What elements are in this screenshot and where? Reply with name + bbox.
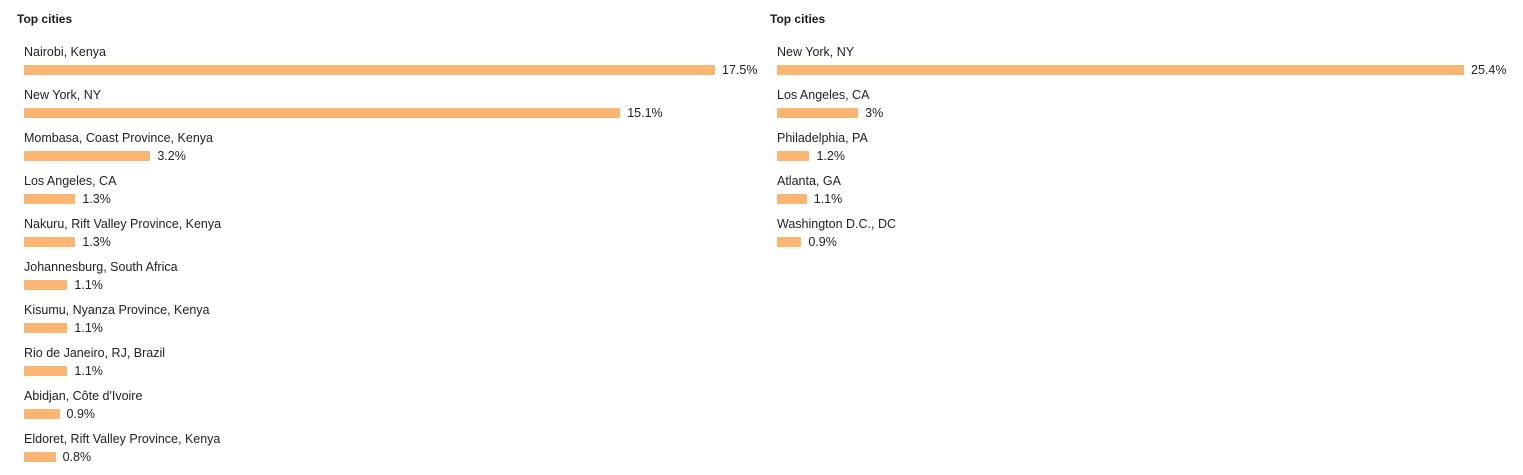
bar (777, 194, 807, 204)
bar-label: Philadelphia, PA (777, 131, 868, 145)
bar-value-label: 3% (865, 106, 884, 120)
bar-value-label: 1.1% (74, 321, 103, 335)
bar-value-label: 25.4% (1471, 63, 1507, 77)
bar-row: New York, NY 15.1% (24, 88, 762, 131)
bar-row: New York, NY 25.4% (777, 45, 1515, 88)
bar-row: Washington D.C., DC 0.9% (777, 217, 1515, 260)
bar-row: Atlanta, GA 1.1% (777, 174, 1515, 217)
bar-list: New York, NY 25.4% Los Angeles, CA 3% Philad… (777, 45, 1515, 260)
bar (24, 323, 68, 333)
bar-label: Washington D.C., DC (777, 217, 897, 231)
bar-value-label: 1.3% (82, 235, 111, 249)
bar-label: New York, NY (24, 88, 102, 102)
bar-label: Los Angeles, CA (24, 174, 117, 188)
bar-value-label: 15.1% (627, 106, 663, 120)
bar-label: New York, NY (777, 45, 855, 59)
bar-row: Abidjan, Côte d'Ivoire 0.9% (24, 389, 762, 432)
bar-row: Philadelphia, PA 1.2% (777, 131, 1515, 174)
bar (24, 452, 56, 462)
bar-value-label: 0.9% (66, 407, 96, 421)
bar (777, 108, 859, 118)
bar (24, 194, 76, 204)
panel-title: Top cities (17, 12, 73, 26)
bar-row: Rio de Janeiro, RJ, Brazil 1.1% (24, 346, 762, 389)
bar-label: Eldoret, Rift Valley Province, Kenya (24, 432, 221, 446)
bar (24, 280, 68, 290)
bar-list: Nairobi, Kenya 17.5% New York, NY 15.1% Momb… (24, 45, 762, 475)
bar-label: Mombasa, Coast Province, Kenya (24, 131, 213, 145)
bar (24, 108, 621, 118)
bar-row: Eldoret, Rift Valley Province, Kenya 0.8% (24, 432, 762, 475)
bar-value-label: 1.2% (816, 149, 845, 163)
bar-label: Atlanta, GA (777, 174, 841, 188)
bar (24, 409, 60, 419)
bar-label: Nakuru, Rift Valley Province, Kenya (24, 217, 222, 231)
bar-value-label: 1.3% (82, 192, 111, 206)
bar-value-label: 17.5% (722, 63, 758, 77)
bar-value-label: 0.9% (808, 235, 837, 249)
bar (777, 237, 802, 247)
bar-value-label: 3.2% (157, 149, 186, 163)
bar (24, 237, 76, 247)
bar-row: Kisumu, Nyanza Province, Kenya 1.1% (24, 303, 762, 346)
panel-title: Top cities (770, 12, 826, 26)
bar (777, 65, 1464, 75)
bar-label: Kisumu, Nyanza Province, Kenya (24, 303, 210, 317)
bar-row: Los Angeles, CA 3% (777, 88, 1515, 131)
bar-row: Nairobi, Kenya 17.5% (24, 45, 762, 88)
bar-row: Johannesburg, South Africa 1.1% (24, 260, 762, 303)
bar-row: Mombasa, Coast Province, Kenya 3.2% (24, 131, 762, 174)
bar (777, 151, 810, 161)
bar (24, 366, 68, 376)
bar (24, 65, 715, 75)
bar-row: Los Angeles, CA 1.3% (24, 174, 762, 217)
bar-label: Johannesburg, South Africa (24, 260, 178, 274)
bar-value-label: 0.8% (62, 450, 92, 464)
bar-label: Abidjan, Côte d'Ivoire (24, 389, 143, 403)
bar-row: Nakuru, Rift Valley Province, Kenya 1.3% (24, 217, 762, 260)
bar-value-label: 1.1% (74, 364, 103, 378)
bar-value-label: 1.1% (813, 192, 843, 206)
bar (24, 151, 151, 161)
bar-value-label: 1.1% (74, 278, 103, 292)
bar-label: Nairobi, Kenya (24, 45, 106, 59)
bar-label: Los Angeles, CA (777, 88, 870, 102)
bar-label: Rio de Janeiro, RJ, Brazil (24, 346, 166, 360)
